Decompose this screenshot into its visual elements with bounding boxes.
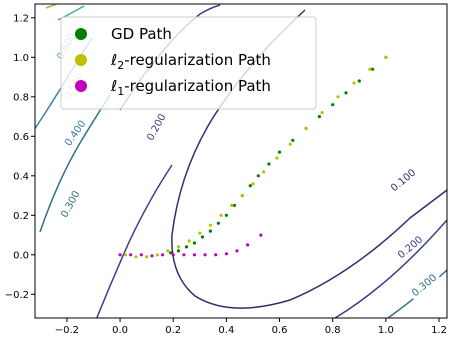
l2-path-point	[187, 239, 191, 243]
l2-path-point	[320, 111, 324, 115]
l2-path-point	[384, 55, 388, 59]
y-tick-label: 0.6	[13, 132, 29, 143]
contour-line	[57, 5, 85, 21]
l1-path-point	[203, 253, 207, 257]
contour-line	[95, 164, 173, 318]
x-tick-label: 0.6	[272, 325, 288, 336]
l1-path-point	[118, 253, 122, 257]
l1-path-point	[161, 253, 165, 257]
l1-path-point	[139, 253, 143, 257]
contour-label-bg	[55, 185, 84, 222]
l2-path-point	[155, 253, 159, 257]
l1-path-point	[224, 252, 228, 256]
legend-marker	[75, 54, 87, 66]
l2-path-point	[352, 81, 356, 85]
gd-path-point	[224, 213, 228, 217]
l1-path-point	[150, 254, 154, 258]
contour-line	[39, 94, 111, 233]
y-tick-label: 0.8	[13, 92, 29, 103]
path-points-layer	[118, 55, 388, 259]
y-tick-label: −0.2	[5, 290, 29, 301]
l2-path-point	[251, 182, 255, 186]
gd-path-point	[331, 103, 335, 107]
contour-label-bg	[59, 115, 90, 151]
l1-path-point	[192, 253, 197, 257]
gd-path-point	[357, 79, 361, 83]
legend: GD Path ℓ2-regularization Path ℓ1-regulari…	[60, 16, 317, 110]
l2-path-point	[368, 67, 372, 71]
gd-path-point	[344, 91, 348, 95]
x-tick-label: 0.2	[165, 325, 181, 336]
x-tick-label: 0.8	[325, 325, 341, 336]
y-tick-label: 1.0	[13, 53, 29, 64]
gd-path-point	[248, 184, 252, 188]
y-axis: −0.2 0.0 0.2 0.4 0.6 0.8 1.0 1.2	[5, 13, 35, 301]
contour-label-bg	[406, 268, 441, 301]
gd-path-point	[232, 203, 236, 207]
gd-path-point	[267, 162, 271, 166]
l2-path-point	[219, 213, 223, 217]
contour-line	[199, 4, 221, 15]
l2-path-point	[240, 194, 244, 198]
l2-path-point	[176, 245, 181, 249]
l2-path-point	[166, 249, 170, 253]
gd-path-point	[184, 245, 189, 249]
plot-frame	[34, 3, 448, 319]
l1-path-point	[214, 253, 218, 257]
l2-path-point	[262, 170, 266, 174]
legend-label: ℓ2-regularization Path	[110, 51, 271, 72]
x-tick-label: 1.0	[378, 325, 394, 336]
x-tick-label: 0.0	[112, 325, 128, 336]
l2-path-point	[123, 253, 127, 257]
l2-path-point	[208, 223, 212, 227]
l1-path-point	[259, 233, 263, 237]
contour-line	[334, 219, 447, 318]
l1-path-point	[235, 249, 239, 253]
gd-path-point	[291, 138, 295, 142]
gd-path-point	[200, 235, 205, 239]
l2-path-point	[230, 203, 234, 207]
l1-path-point	[171, 253, 175, 257]
legend-label: ℓ1-regularization Path	[110, 77, 271, 98]
legend-label: GD Path	[111, 25, 172, 43]
legend-marker	[75, 80, 87, 92]
gd-path-point	[216, 221, 220, 225]
legend-marker	[75, 28, 87, 40]
gd-path-point	[317, 115, 321, 119]
gd-path-point	[169, 251, 173, 255]
gd-path-point	[176, 249, 181, 253]
x-tick-label: 0.4	[218, 325, 234, 336]
legend-box	[60, 16, 317, 110]
contour-label-bg	[392, 230, 427, 263]
l2-path-point	[275, 156, 279, 160]
y-tick-label: 1.2	[13, 13, 29, 24]
contour-label-bg	[385, 163, 420, 196]
gd-path-point	[208, 229, 212, 233]
x-axis: −0.2 0.0 0.2 0.4 0.6 0.8 1.0 1.2	[55, 318, 447, 336]
l1-path-point	[246, 243, 250, 247]
l2-path-point	[145, 255, 149, 259]
gd-path-point	[256, 174, 260, 178]
gd-path-point	[192, 241, 197, 245]
y-tick-label: 0.0	[13, 250, 29, 261]
gd-path-point	[277, 150, 282, 154]
gd-path-point	[371, 67, 375, 71]
x-tick-label: −0.2	[55, 325, 79, 336]
l1-path-point	[182, 253, 186, 257]
l2-path-point	[336, 95, 340, 99]
y-tick-label: 0.4	[13, 171, 29, 182]
l2-path-point	[288, 142, 292, 146]
x-tick-label: 1.2	[431, 325, 447, 336]
l1-path-point	[129, 253, 133, 257]
l2-path-point	[304, 126, 308, 130]
l2-path-point	[134, 255, 138, 259]
y-tick-label: 0.2	[13, 211, 29, 222]
contour-label-bg	[141, 108, 170, 145]
contour-line	[45, 4, 59, 9]
l2-path-point	[198, 231, 202, 235]
